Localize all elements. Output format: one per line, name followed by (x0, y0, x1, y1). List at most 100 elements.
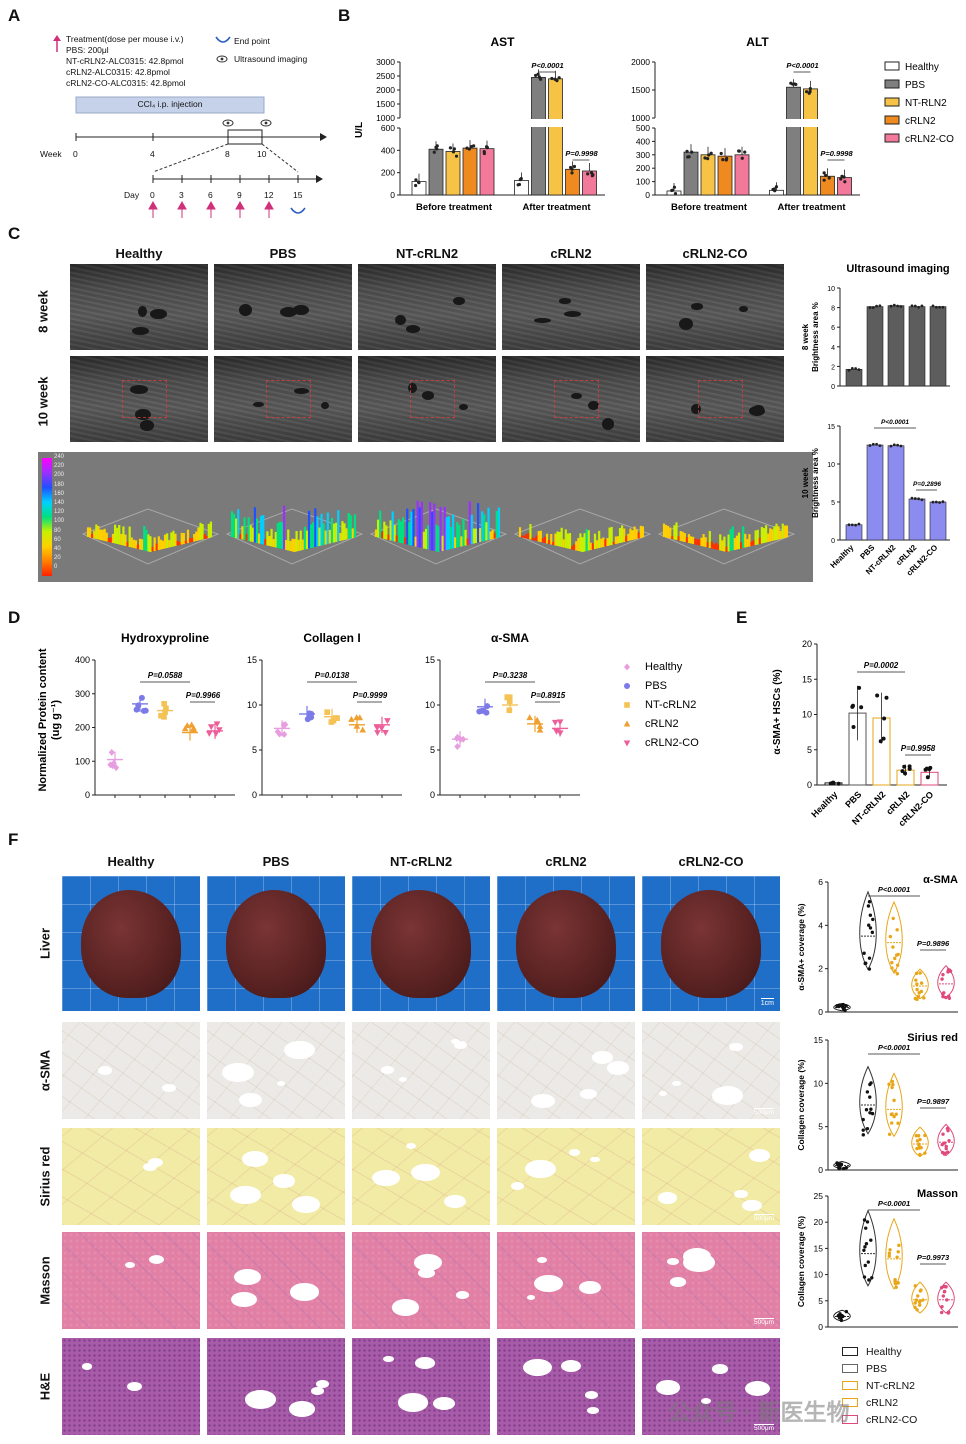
vessel-lumen (292, 1196, 320, 1213)
data-point (133, 706, 140, 713)
data-point (113, 764, 120, 772)
colorbar-tick: 100 (54, 518, 65, 525)
day-6: 6 (208, 190, 213, 200)
vessel-lumen (295, 1285, 310, 1294)
vessel-region (131, 327, 149, 336)
data-point (556, 719, 564, 726)
bar (479, 148, 495, 196)
data-point (941, 972, 945, 977)
legend-swatch (884, 61, 900, 71)
data-point (892, 1114, 896, 1119)
data-point (902, 764, 907, 769)
vessel-lumen (244, 1390, 277, 1410)
data-point (878, 304, 882, 308)
y-tick-label: 15 (802, 674, 812, 684)
vessel-lumen (451, 1039, 460, 1045)
data-point (448, 146, 453, 150)
data-point (920, 304, 924, 308)
histology-image (62, 1128, 200, 1225)
panel-label-b: B (338, 6, 351, 25)
vessel-lumen (560, 1360, 581, 1373)
panel-label-e: E (736, 608, 748, 627)
data-point (941, 1294, 946, 1298)
vessel-lumen (606, 1061, 629, 1075)
panel-label-f: F (8, 830, 19, 849)
data-point (672, 185, 677, 189)
y-axis-label: 10 week (801, 467, 810, 498)
vessel-lumen (728, 1042, 743, 1051)
x-tick-label: Healthy (829, 543, 856, 570)
x-group-label: Before treatment (671, 202, 748, 213)
panel-a-timeline: Treatment(dose per mouse i.v.) PBS: 200μ… (40, 32, 333, 222)
chart-title: Hydroxyproline (121, 631, 209, 645)
p-value: P<0.0001 (786, 61, 818, 70)
vessel-region (135, 408, 152, 421)
data-point (892, 443, 896, 447)
data-point (916, 1294, 920, 1298)
vessel-lumen (733, 1189, 749, 1199)
violin (911, 1126, 929, 1158)
data-point (721, 158, 725, 162)
bar (514, 180, 529, 196)
vessel-lumen (272, 1174, 295, 1188)
data-point (918, 1137, 922, 1142)
data-point (928, 765, 933, 770)
surface-plot-svg (81, 500, 796, 565)
data-point (890, 1121, 894, 1125)
histology-image: 500μm (642, 1022, 780, 1119)
chart-title: Ultrasound imaging (846, 263, 949, 275)
data-point (887, 1132, 892, 1137)
data-point (482, 150, 486, 154)
data-point (550, 76, 554, 81)
data-point (774, 185, 779, 189)
vessel-lumen (444, 1195, 467, 1209)
vessel-lumen (748, 1148, 771, 1162)
vessel-lumen (229, 1185, 261, 1205)
bar (445, 151, 461, 196)
data-point (181, 725, 189, 732)
y-tick-label: 5 (818, 1296, 823, 1306)
vessel-lumen (288, 1400, 316, 1417)
data-point (844, 1004, 848, 1008)
data-point (506, 707, 513, 714)
data-point (892, 1098, 896, 1103)
y-tick-label: 0 (430, 790, 435, 800)
data-point (881, 736, 886, 741)
legend-label: PBS (866, 1362, 888, 1375)
histology-image: 500μm (642, 1338, 780, 1435)
vessel-lumen (81, 1363, 93, 1370)
x-group-label: Before treatment (416, 202, 493, 213)
y-axis-label: Collagen coverage (%) (796, 1059, 806, 1150)
data-point (940, 1150, 945, 1155)
data-point (907, 766, 912, 771)
data-point (863, 1263, 867, 1268)
vessel-region (691, 303, 703, 310)
y-tick-label: 6 (818, 877, 823, 887)
column-label: PBS (262, 854, 290, 869)
data-point (875, 693, 880, 698)
data-point (875, 304, 878, 308)
bar (887, 445, 905, 541)
data-point (900, 769, 905, 774)
colorbar-tick: 240 (54, 454, 65, 460)
data-point (161, 701, 167, 707)
ultrasound-8-week-image (646, 264, 784, 350)
data-point (844, 1309, 849, 1314)
bar (845, 369, 863, 387)
data-point (686, 155, 690, 159)
data-point (850, 523, 854, 527)
vessel-lumen (456, 1290, 469, 1299)
data-point (864, 1241, 869, 1246)
endpoint-icon (215, 36, 231, 43)
data-point (553, 728, 560, 735)
violin (833, 1003, 851, 1012)
y-tick-label: 15 (827, 424, 835, 431)
liver-shape (516, 889, 616, 998)
vessel-lumen (592, 1051, 614, 1064)
data-point (934, 305, 938, 309)
histology-image (207, 1128, 345, 1225)
p-value: P=0.9973 (917, 1253, 950, 1262)
data-point (517, 182, 522, 187)
data-point (940, 977, 944, 981)
data-point (875, 442, 878, 446)
